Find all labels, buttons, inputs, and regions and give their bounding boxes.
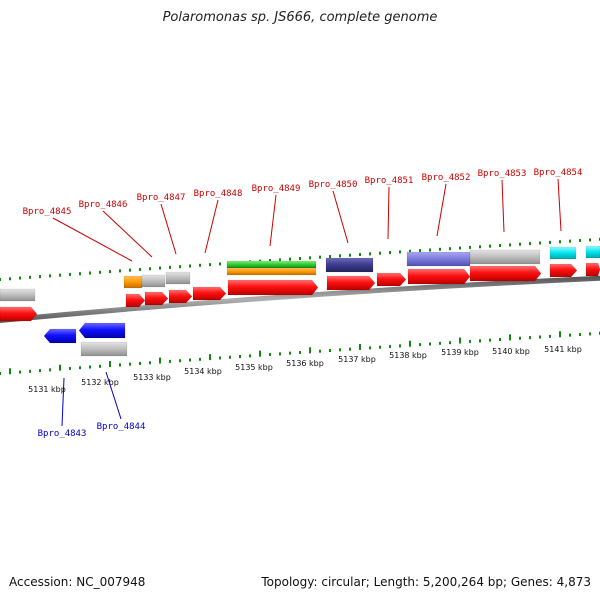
green-feature [226, 260, 317, 269]
gene-label-bpro-4852[interactable]: Bpro_4852 [422, 173, 471, 183]
cyan-feature [585, 245, 600, 259]
gene-label-bpro-4843[interactable]: Bpro_4843 [38, 429, 87, 439]
leader-line [269, 194, 277, 247]
coordinate-label: 5131 kbp [28, 385, 66, 394]
reverse-cds [43, 328, 77, 344]
gene-labels: Bpro_4845 Bpro_4846 Bpro_4847 Bpro_4848 Bpro… [23, 168, 583, 439]
leader-line [160, 203, 177, 255]
coordinate-label: 5135 kbp [235, 363, 273, 372]
forward-cds [125, 293, 146, 308]
leader-line [105, 371, 122, 420]
forward-cds [227, 279, 319, 296]
inner-tick-track [0, 331, 600, 375]
navy-feature [325, 257, 374, 273]
forward-cds [0, 306, 38, 322]
gray-feature [469, 249, 541, 265]
coordinate-label: 5134 kbp [184, 367, 222, 376]
forward-cds [407, 268, 471, 285]
gray-feature [141, 274, 166, 288]
leader-line [387, 186, 390, 240]
accession-text: Accession: NC_007948 [9, 575, 146, 589]
label-leaders [52, 178, 562, 427]
map-title: Polaromonas sp. JS666, complete genome [162, 10, 438, 25]
gene-label-bpro-4849[interactable]: Bpro_4849 [252, 184, 301, 194]
leader-line [204, 199, 219, 254]
coordinate-label: 5137 kbp [338, 355, 376, 364]
forward-cds [469, 265, 542, 282]
gene-label-bpro-4847[interactable]: Bpro_4847 [137, 193, 186, 203]
coordinate-label: 5139 kbp [441, 348, 479, 357]
gene-label-bpro-4844[interactable]: Bpro_4844 [97, 422, 146, 432]
forward-cds [376, 272, 407, 287]
coordinate-label: 5132 kbp [81, 378, 119, 387]
gene-label-bpro-4848[interactable]: Bpro_4848 [194, 189, 243, 199]
leader-line [61, 377, 65, 427]
coordinate-label: 5136 kbp [286, 359, 324, 368]
leader-line [102, 210, 153, 258]
genome-backbone [0, 275, 600, 324]
feature-tracks [0, 245, 600, 357]
violet-feature [406, 251, 471, 267]
forward-cds [549, 263, 578, 278]
gene-label-bpro-4850[interactable]: Bpro_4850 [309, 180, 358, 190]
coordinate-label: 5138 kbp [389, 351, 427, 360]
gray-feature [80, 341, 128, 357]
forward-cds [192, 286, 227, 301]
forward-cds [168, 289, 193, 304]
leader-line [52, 217, 133, 262]
forward-cds [593, 262, 600, 277]
genome-summary-text: Topology: circular; Length: 5,200,264 bp… [261, 575, 591, 589]
leader-line [436, 183, 447, 237]
cyan-feature [549, 246, 577, 260]
coordinate-label: 5140 kbp [492, 347, 530, 356]
coordinate-label: 5133 kbp [133, 373, 171, 382]
gene-label-bpro-4846[interactable]: Bpro_4846 [79, 200, 128, 210]
forward-cds [144, 291, 169, 306]
leader-line [501, 179, 505, 233]
gene-label-bpro-4854[interactable]: Bpro_4854 [534, 168, 583, 178]
gray-feature [0, 288, 36, 302]
gene-label-bpro-4845[interactable]: Bpro_4845 [23, 207, 72, 217]
outer-tick-track [0, 237, 600, 281]
gene-label-bpro-4851[interactable]: Bpro_4851 [365, 176, 414, 186]
coordinate-label: 5141 kbp [544, 345, 582, 354]
gene-label-bpro-4853[interactable]: Bpro_4853 [478, 169, 527, 179]
gray-feature [165, 271, 191, 285]
orange-feature [226, 267, 317, 276]
leader-line [332, 190, 349, 244]
coordinate-labels: 5131 kbp 5132 kbp 5133 kbp 5134 kbp 5135 kbp… [28, 345, 582, 394]
leader-line [557, 178, 562, 232]
forward-cds [326, 275, 376, 291]
orange-feature [123, 275, 143, 289]
reverse-cds [78, 322, 126, 339]
